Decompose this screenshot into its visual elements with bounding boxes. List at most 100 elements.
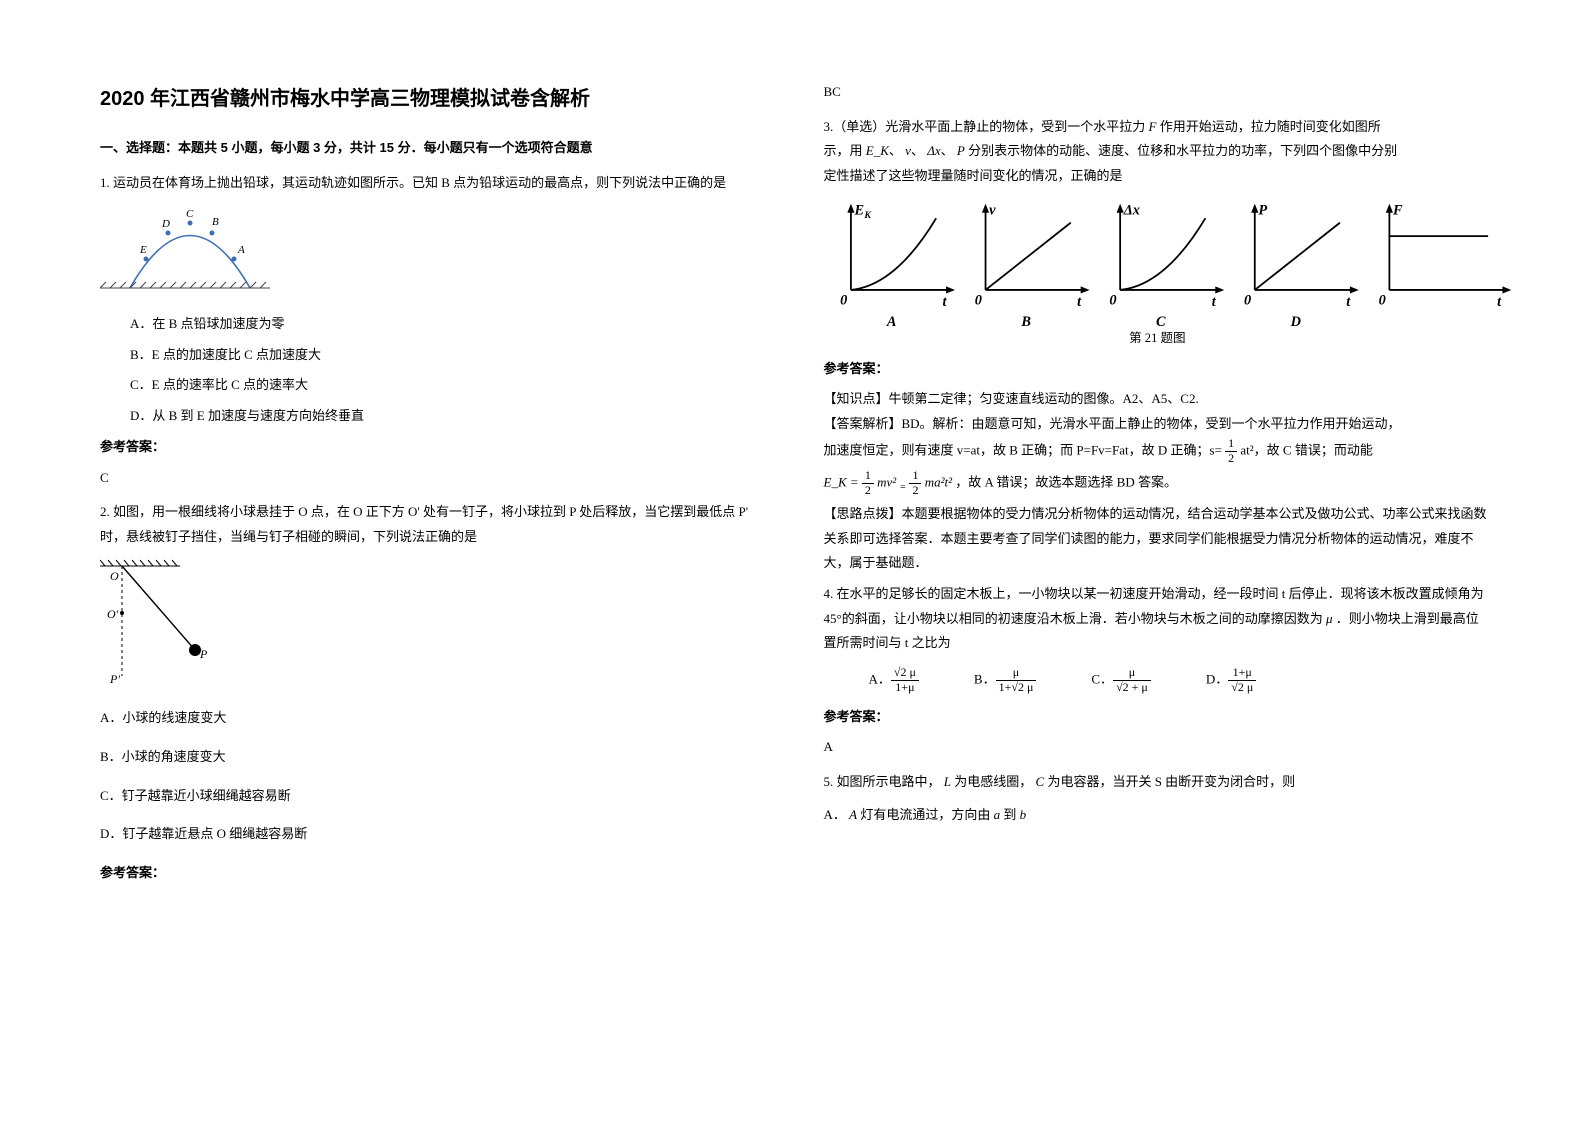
q1-stem: 1. 运动员在体育场上抛出铅球，其运动轨迹如图所示。已知 B 点为铅球运动的最高… [100,171,764,196]
q1-ans: C [100,466,764,491]
q2-options: A．小球的线速度变大 B．小球的角速度变大 C．钉子越靠近小球细绳越容易断 D．… [100,706,764,847]
q3-sol3-mv2: mv² [877,475,896,490]
q1-ans-label: 参考答案： [100,435,764,460]
q3-var-dx: Δx [927,143,940,158]
q1-optC: C．E 点的速率比 C 点的速率大 [130,373,764,398]
q2-figure: O O' P P' [100,558,764,697]
q4-ans-label: 参考答案： [824,705,1488,730]
svg-text:t: t [1077,294,1082,310]
q5-b: b [1020,807,1027,822]
q3-knowledge: 【知识点】牛顿第二定律；匀变速直线运动的图像。A2、A5、C2. [824,387,1488,412]
right-column: BC 3.（单选）光滑水平面上静止的物体，受到一个水平拉力 F 作用开始运动，拉… [824,80,1488,1082]
q3-charts-svg: EK t 0 A v t 0 B [824,197,1524,347]
q2-optB: B．小球的角速度变大 [100,745,764,770]
q3-sol3-tail: ，故 A 错误；故选本题选择 BD 答案。 [955,475,1177,490]
q3-sol3-f1: 12 [862,469,874,498]
q5-a: a [994,807,1001,822]
q3-stem-a: 3.（单选）光滑水平面上静止的物体，受到一个水平拉力 [824,119,1146,134]
q5-L: L [944,774,951,789]
q5-optA-a: A． [824,807,846,822]
q1-optD: D．从 B 到 E 加速度与速度方向始终垂直 [130,404,764,429]
svg-text:D: D [161,218,170,230]
svg-text:P': P' [109,672,120,686]
q3-sol2: 加速度恒定，则有速度 v=at，故 B 正确；而 P=Fv=Fat，故 D 正确… [824,437,1488,466]
svg-text:t: t [1497,294,1502,310]
q3-sol3-ma2t2: ma²t² [925,475,952,490]
svg-text:P: P [199,647,208,661]
q5-stem-a: 5. 如图所示电路中， [824,774,941,789]
q3-var-P: P [957,143,965,158]
q5-A: A [849,807,857,822]
q4-optC: C．μ√2 + μ [1091,666,1150,695]
q3-sol3-lhs: E_K = [824,475,859,490]
q1-optA: A．在 B 点铅球加速度为零 [130,312,764,337]
q3-sol2b: at²，故 C 错误；而动能 [1240,442,1372,457]
q1-trajectory-svg: E D C B A [100,203,270,293]
svg-text:B: B [1020,314,1031,330]
q4-ans: A [824,735,1488,760]
q4-options: A．√2 μ1+μ B．μ1+√2 μ C．μ√2 + μ D．1+μ√2 μ [824,666,1488,695]
q2-stem: 2. 如图，用一根细线将小球悬挂于 O 点，在 O 正下方 O' 处有一钉子，将… [100,500,764,549]
q3-tip: 【思路点拨】本题要根据物体的受力情况分析物体的运动情况，结合运动学基本公式及做功… [824,502,1488,576]
svg-text:C: C [186,208,194,220]
q3-stem: 3.（单选）光滑水平面上静止的物体，受到一个水平拉力 F 作用开始运动，拉力随时… [824,115,1488,189]
section-heading: 一、选择题：本题共 5 小题，每小题 3 分，共计 15 分．每小题只有一个选项… [100,136,764,161]
svg-text:E: E [853,202,864,218]
svg-text:P: P [1258,202,1267,218]
q3-var-v: v [905,143,911,158]
svg-text:K: K [863,210,872,221]
svg-text:v: v [989,202,996,218]
q3-stem-b: 作用开始运动，拉力随时间变化如图所 [1160,119,1381,134]
q4-mu: μ [1326,611,1333,626]
q2-ans-label: 参考答案： [100,861,764,886]
q3-ans-label: 参考答案： [824,357,1488,382]
svg-text:D: D [1289,314,1301,330]
svg-text:t: t [1346,294,1351,310]
svg-text:O: O [110,569,119,583]
q4-stem: 4. 在水平的足够长的固定木板上，一小物块以某一初速度开始滑动，经一段时间 t … [824,582,1488,656]
left-column: 2020 年江西省赣州市梅水中学高三物理模拟试卷含解析 一、选择题：本题共 5 … [100,80,764,1082]
q5-stem-c: 为电容器，当开关 S 由断开变为闭合时，则 [1047,774,1295,789]
q5-stem: 5. 如图所示电路中， L 为电感线圈， C 为电容器，当开关 S 由断开变为闭… [824,770,1488,795]
q1-figure: E D C B A [100,203,764,302]
svg-text:B: B [212,216,219,228]
q2-pendulum-svg: O O' P P' [100,558,220,688]
q2-ans: BC [824,80,1488,105]
svg-text:0: 0 [840,292,847,308]
svg-text:0: 0 [974,292,981,308]
q3-half-frac: 12 [1225,437,1237,466]
q3-stem-d: 分别表示物体的动能、速度、位移和水平拉力的功率，下列四个图像中分别 [968,143,1397,158]
q3-fig-caption: 第 21 题图 [1129,331,1185,345]
q1-options: A．在 B 点铅球加速度为零 B．E 点的加速度比 C 点加速度大 C．E 点的… [100,312,764,429]
q4-optA: A．√2 μ1+μ [869,666,919,695]
q3-stem-c: 示，用 [824,143,863,158]
q4-optD: D．1+μ√2 μ [1206,666,1256,695]
q4-optB: B．μ1+√2 μ [974,666,1036,695]
q5-C: C [1036,774,1045,789]
q2-optA: A．小球的线速度变大 [100,706,764,731]
svg-text:E: E [139,244,147,256]
svg-text:t: t [1211,294,1216,310]
q5-optA-c: 到 [1003,807,1019,822]
q3-var-Ek: E_K [866,143,889,158]
svg-text:0: 0 [1244,292,1251,308]
svg-text:t: t [942,294,947,310]
q3-sol3-f2: 12 [909,469,921,498]
svg-text:Δx: Δx [1122,202,1139,218]
q3-sol1: 【答案解析】BD。解析：由题意可知，光滑水平面上静止的物体，受到一个水平拉力作用… [824,412,1488,437]
q3-var-F: F [1149,119,1157,134]
q2-optD: D．钉子越靠近悬点 O 细绳越容易断 [100,822,764,847]
svg-text:F: F [1391,202,1402,218]
svg-text:0: 0 [1109,292,1116,308]
q1-optB: B．E 点的加速度比 C 点加速度大 [130,343,764,368]
q5-optA-b: 灯有电流通过，方向由 [860,807,993,822]
q3-stem-e: 定性描述了这些物理量随时间变化的情况，正确的是 [824,168,1123,183]
svg-text:A: A [885,314,896,330]
q3-sol2a: 加速度恒定，则有速度 v=at，故 B 正确；而 P=Fv=Fat，故 D 正确… [824,442,1222,457]
q3-figure: EK t 0 A v t 0 B [824,197,1488,347]
page-title: 2020 年江西省赣州市梅水中学高三物理模拟试卷含解析 [100,80,764,118]
q5-optA: A． A 灯有电流通过，方向由 a 到 b [824,803,1488,828]
svg-text:A: A [237,244,245,256]
svg-text:O': O' [107,607,119,621]
q2-optC: C．钉子越靠近小球细绳越容易断 [100,784,764,809]
